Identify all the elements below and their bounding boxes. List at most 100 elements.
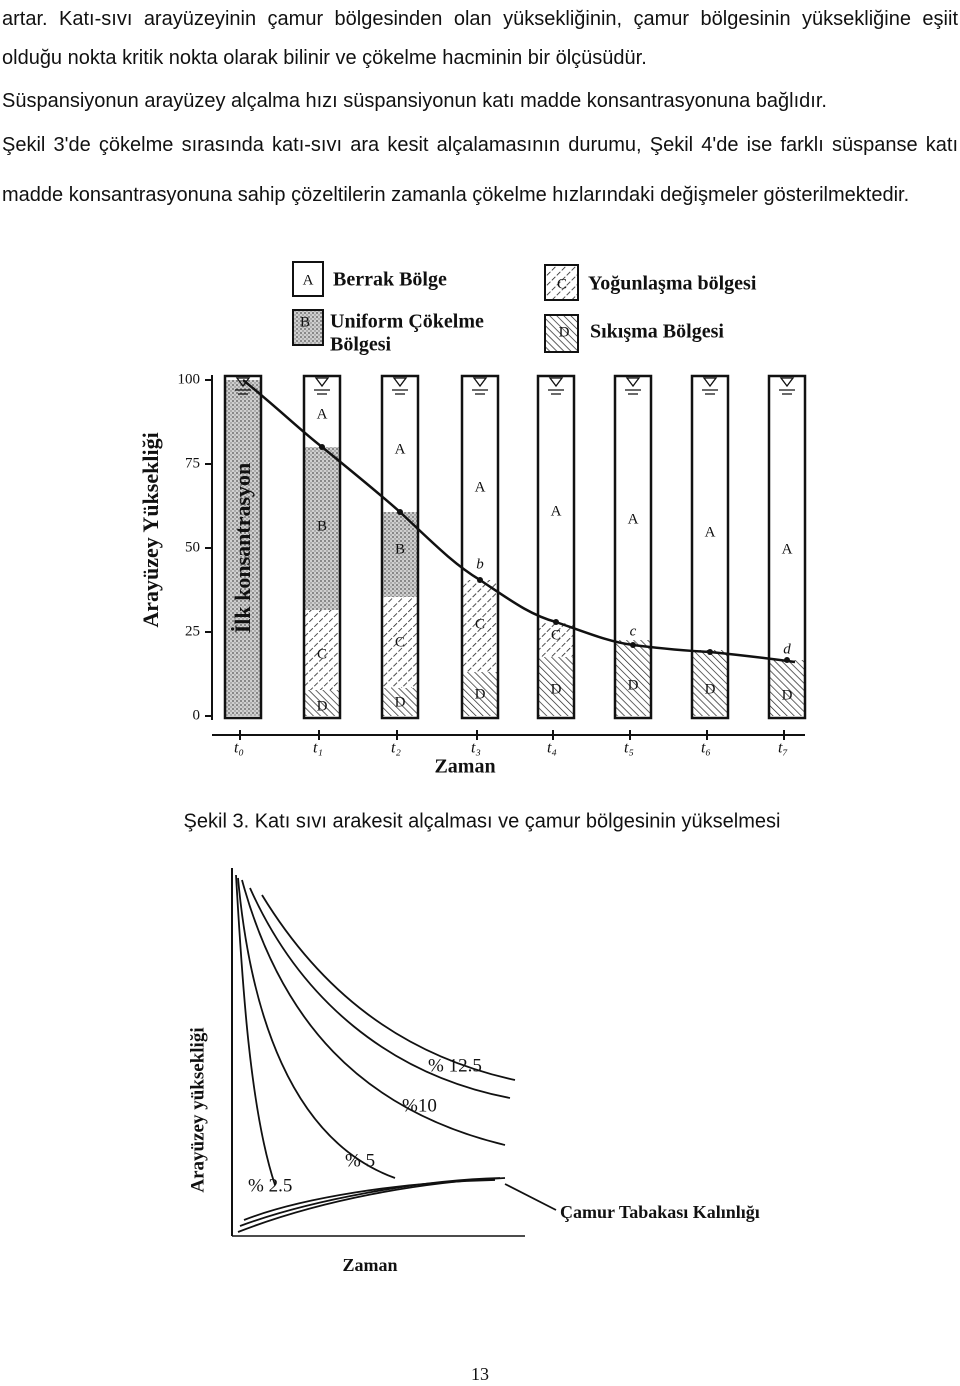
initial-label: İlk konsantrasyon (230, 463, 255, 634)
legend-box (544, 264, 579, 301)
zone-label: D (475, 686, 486, 702)
legend-box (292, 309, 324, 346)
curve (239, 1177, 501, 1227)
zone (383, 688, 417, 716)
sludge-label: Çamur Tabakası Kalınlığı (560, 1202, 760, 1222)
x-tick-label: t₀ (234, 740, 244, 757)
zone-label: A (475, 479, 486, 495)
curve (243, 1179, 496, 1221)
zone (539, 380, 573, 622)
zone-label: D (395, 694, 406, 710)
zone-label: A (782, 541, 793, 557)
zone (383, 380, 417, 512)
legend-label: Uniform Çökelme (330, 311, 484, 333)
zone-label: D (782, 687, 793, 703)
zone (305, 690, 339, 716)
cylinder (767, 374, 807, 720)
pointer (504, 1183, 557, 1211)
curve-label: % 2.5 (248, 1175, 292, 1196)
point-label: d (783, 641, 791, 657)
paragraph: artar. Katı-sıvı arayüzeyinin çamur bölg… (2, 8, 958, 69)
zone-label: A (628, 511, 639, 527)
curve-label: % 12.5 (428, 1055, 482, 1076)
x-axis-label: Zaman (434, 756, 495, 778)
zone-label: B (395, 541, 405, 557)
legend-label: Yoğunlaşma bölgesi (588, 273, 757, 295)
zone (770, 380, 804, 660)
zone (616, 640, 650, 716)
caption: Şekil 3. Katı sıvı arakesit alçalması ve… (184, 810, 781, 832)
zone-label: C (395, 634, 405, 650)
zone (770, 660, 804, 716)
zone (616, 380, 650, 640)
zone-label: A (551, 503, 562, 519)
legend-box (292, 261, 324, 297)
zone (693, 380, 727, 650)
water-mark (548, 377, 564, 395)
curve-label: %10 (402, 1095, 437, 1116)
zone (305, 380, 339, 447)
cylinder (613, 374, 653, 720)
legend-box (544, 314, 579, 353)
zone (305, 610, 339, 690)
zone (226, 380, 260, 716)
x-tick-label: t₆ (701, 740, 711, 757)
zone-label: A (705, 524, 716, 540)
curve-point (477, 577, 483, 583)
point-label: b (476, 556, 484, 572)
legend-key: D (559, 324, 570, 340)
zone (693, 650, 727, 716)
zone-label: D (551, 681, 562, 697)
zone (463, 380, 497, 580)
cylinder (460, 374, 500, 720)
x-tick-label: t₅ (624, 740, 634, 757)
curve (249, 887, 511, 1099)
water-mark (779, 377, 795, 395)
curve-point (319, 444, 325, 450)
legend-key: B (300, 314, 310, 330)
zone-label: D (705, 681, 716, 697)
y-tick-label: 50 (185, 539, 200, 555)
curves (235, 874, 557, 1233)
zone-label: C (551, 627, 561, 643)
zone (463, 580, 497, 672)
x-tick-label: t₄ (547, 740, 557, 757)
water-mark (625, 377, 641, 395)
x-tick-label: t₂ (391, 740, 401, 757)
curve-point (553, 619, 559, 625)
zone (463, 672, 497, 716)
paragraph: Süspansiyonun arayüzey alçalma hızı süsp… (2, 90, 827, 112)
x-axis-label: Zaman (342, 1255, 397, 1275)
zone (539, 657, 573, 716)
water-mark (472, 377, 488, 395)
y-tick-label: 0 (193, 707, 201, 723)
curve-label: % 5 (345, 1150, 375, 1171)
legend-label: Sıkışma Bölgesi (590, 321, 724, 343)
zone (383, 597, 417, 688)
cylinder (690, 374, 730, 720)
zone-label: A (395, 441, 406, 457)
legend-key: A (303, 272, 314, 288)
curve (235, 874, 276, 1186)
zone (305, 447, 339, 610)
curve (241, 879, 506, 1146)
x-tick-label: t₃ (471, 740, 481, 757)
zone (383, 512, 417, 597)
curve-point (784, 657, 790, 663)
page-number: 13 (471, 1364, 489, 1384)
zone-label: A (317, 406, 328, 422)
legend-label: Bölgesi (330, 334, 392, 356)
zone-label: D (628, 677, 639, 693)
water-mark (702, 377, 718, 395)
zone (539, 622, 573, 657)
y-tick-label: 75 (185, 455, 200, 471)
water-mark (314, 377, 330, 395)
cylinder (302, 374, 342, 720)
x-tick-label: t₁ (313, 740, 323, 757)
zone-label: B (317, 518, 327, 534)
zone-label: C (317, 646, 327, 662)
y-tick-label: 100 (178, 371, 201, 387)
curve (237, 877, 396, 1179)
